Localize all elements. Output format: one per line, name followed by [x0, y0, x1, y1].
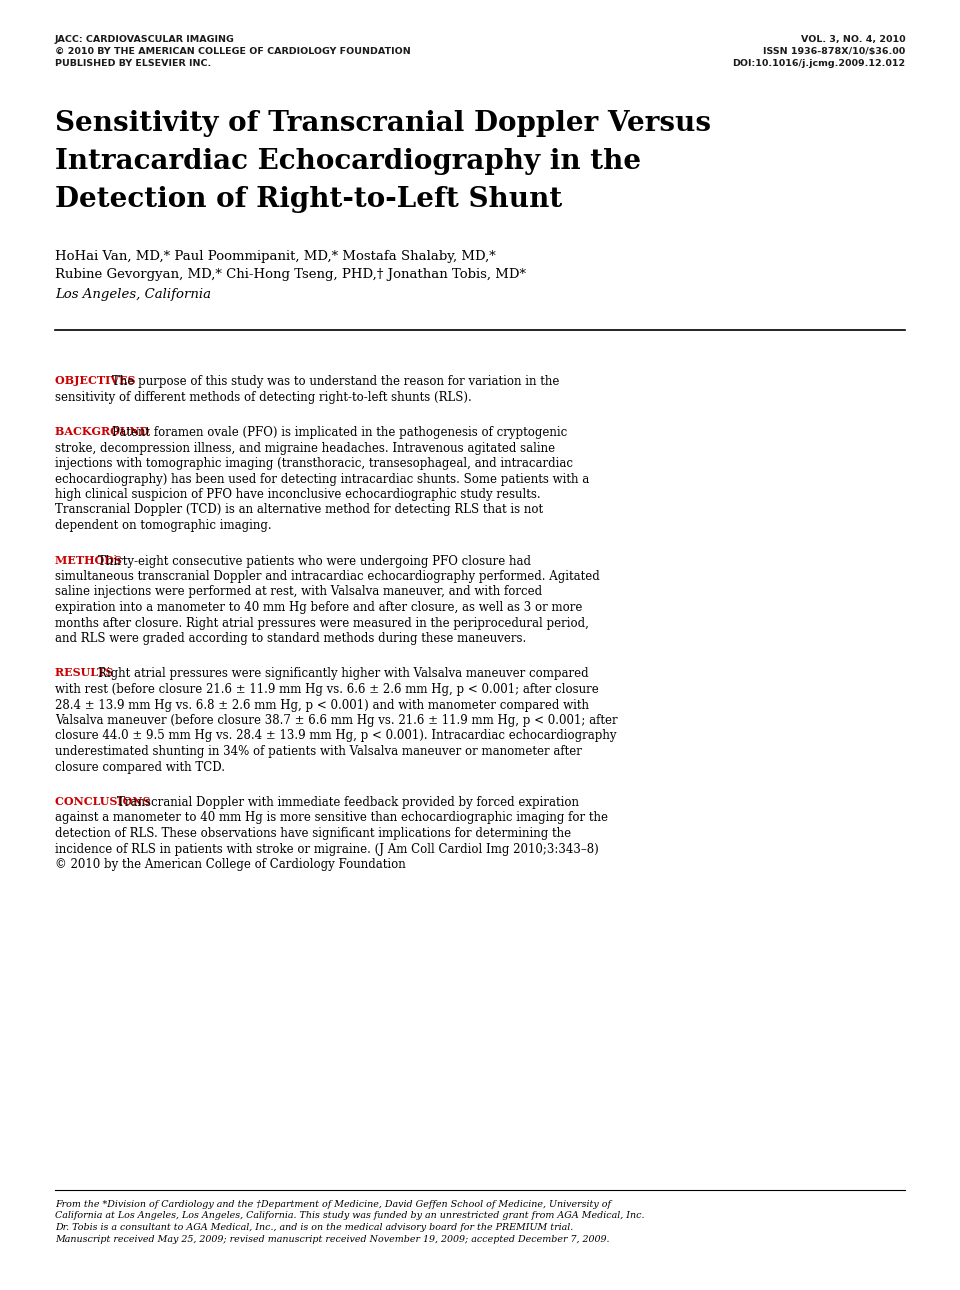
Text: RESULTS: RESULTS [55, 667, 121, 679]
Text: Valsalva maneuver (before closure 38.7 ± 6.6 mm Hg vs. 21.6 ± 11.9 mm Hg, p < 0.: Valsalva maneuver (before closure 38.7 ±… [55, 713, 617, 728]
Text: VOL. 3, NO. 4, 2010: VOL. 3, NO. 4, 2010 [801, 35, 905, 44]
Text: high clinical suspicion of PFO have inconclusive echocardiographic study results: high clinical suspicion of PFO have inco… [55, 488, 540, 501]
Text: incidence of RLS in patients with stroke or migraine. (J Am Coll Cardiol Img 201: incidence of RLS in patients with stroke… [55, 842, 598, 855]
Text: METHODS: METHODS [55, 555, 130, 565]
Text: Manuscript received May 25, 2009; revised manuscript received November 19, 2009;: Manuscript received May 25, 2009; revise… [55, 1235, 610, 1244]
Text: detection of RLS. These observations have significant implications for determini: detection of RLS. These observations hav… [55, 827, 571, 840]
Text: echocardiography) has been used for detecting intracardiac shunts. Some patients: echocardiography) has been used for dete… [55, 472, 589, 485]
Text: BACKGROUND: BACKGROUND [55, 426, 156, 437]
Text: Sensitivity of Transcranial Doppler Versus: Sensitivity of Transcranial Doppler Vers… [55, 110, 710, 137]
Text: HoHai Van, MD,* Paul Poommipanit, MD,* Mostafa Shalaby, MD,*: HoHai Van, MD,* Paul Poommipanit, MD,* M… [55, 250, 495, 263]
Text: Dr. Tobis is a consultant to AGA Medical, Inc., and is on the medical advisory b: Dr. Tobis is a consultant to AGA Medical… [55, 1223, 573, 1232]
Text: ISSN 1936-878X/10/$36.00: ISSN 1936-878X/10/$36.00 [763, 46, 905, 55]
Text: expiration into a manometer to 40 mm Hg before and after closure, as well as 3 o: expiration into a manometer to 40 mm Hg … [55, 601, 582, 614]
Text: Los Angeles, California: Los Angeles, California [55, 288, 211, 301]
Text: months after closure. Right atrial pressures were measured in the periprocedural: months after closure. Right atrial press… [55, 617, 588, 630]
Text: saline injections were performed at rest, with Valsalva maneuver, and with force: saline injections were performed at rest… [55, 586, 541, 599]
Text: The purpose of this study was to understand the reason for variation in the: The purpose of this study was to underst… [112, 375, 560, 388]
Text: dependent on tomographic imaging.: dependent on tomographic imaging. [55, 519, 272, 531]
Text: CONCLUSIONS: CONCLUSIONS [55, 796, 158, 808]
Text: DOI:10.1016/j.jcmg.2009.12.012: DOI:10.1016/j.jcmg.2009.12.012 [732, 59, 905, 68]
Text: injections with tomographic imaging (transthoracic, transesophageal, and intraca: injections with tomographic imaging (tra… [55, 457, 573, 470]
Text: JACC: CARDIOVASCULAR IMAGING: JACC: CARDIOVASCULAR IMAGING [55, 35, 234, 44]
Text: Transcranial Doppler with immediate feedback provided by forced expiration: Transcranial Doppler with immediate feed… [117, 796, 579, 809]
Text: © 2010 by the American College of Cardiology Foundation: © 2010 by the American College of Cardio… [55, 858, 405, 871]
Text: California at Los Angeles, Los Angeles, California. This study was funded by an : California at Los Angeles, Los Angeles, … [55, 1211, 644, 1220]
Text: closure compared with TCD.: closure compared with TCD. [55, 761, 225, 774]
Text: against a manometer to 40 mm Hg is more sensitive than echocardiographic imaging: against a manometer to 40 mm Hg is more … [55, 811, 608, 824]
Text: Right atrial pressures were significantly higher with Valsalva maneuver compared: Right atrial pressures were significantl… [98, 667, 588, 681]
Text: PUBLISHED BY ELSEVIER INC.: PUBLISHED BY ELSEVIER INC. [55, 59, 211, 68]
Text: Patent foramen ovale (PFO) is implicated in the pathogenesis of cryptogenic: Patent foramen ovale (PFO) is implicated… [112, 426, 567, 439]
Text: © 2010 BY THE AMERICAN COLLEGE OF CARDIOLOGY FOUNDATION: © 2010 BY THE AMERICAN COLLEGE OF CARDIO… [55, 46, 411, 55]
Text: simultaneous transcranial Doppler and intracardiac echocardiography performed. A: simultaneous transcranial Doppler and in… [55, 570, 599, 583]
Text: Detection of Right-to-Left Shunt: Detection of Right-to-Left Shunt [55, 186, 562, 213]
Text: and RLS were graded according to standard methods during these maneuvers.: and RLS were graded according to standar… [55, 632, 526, 645]
Text: Thirty-eight consecutive patients who were undergoing PFO closure had: Thirty-eight consecutive patients who we… [98, 555, 531, 568]
Text: Intracardiac Echocardiography in the: Intracardiac Echocardiography in the [55, 148, 641, 175]
Text: underestimated shunting in 34% of patients with Valsalva maneuver or manometer a: underestimated shunting in 34% of patien… [55, 746, 582, 759]
Text: stroke, decompression illness, and migraine headaches. Intravenous agitated sali: stroke, decompression illness, and migra… [55, 441, 555, 454]
Text: From the *Division of Cardiology and the †Department of Medicine, David Geffen S: From the *Division of Cardiology and the… [55, 1200, 611, 1209]
Text: with rest (before closure 21.6 ± 11.9 mm Hg vs. 6.6 ± 2.6 mm Hg, p < 0.001; afte: with rest (before closure 21.6 ± 11.9 mm… [55, 682, 598, 697]
Text: Rubine Gevorgyan, MD,* Chi-Hong Tseng, PHD,† Jonathan Tobis, MD*: Rubine Gevorgyan, MD,* Chi-Hong Tseng, P… [55, 268, 526, 281]
Text: OBJECTIVES: OBJECTIVES [55, 375, 143, 386]
Text: closure 44.0 ± 9.5 mm Hg vs. 28.4 ± 13.9 mm Hg, p < 0.001). Intracardiac echocar: closure 44.0 ± 9.5 mm Hg vs. 28.4 ± 13.9… [55, 730, 616, 743]
Text: Transcranial Doppler (TCD) is an alternative method for detecting RLS that is no: Transcranial Doppler (TCD) is an alterna… [55, 503, 542, 516]
Text: 28.4 ± 13.9 mm Hg vs. 6.8 ± 2.6 mm Hg, p < 0.001) and with manometer compared wi: 28.4 ± 13.9 mm Hg vs. 6.8 ± 2.6 mm Hg, p… [55, 698, 588, 712]
Text: sensitivity of different methods of detecting right-to-left shunts (RLS).: sensitivity of different methods of dete… [55, 391, 471, 404]
